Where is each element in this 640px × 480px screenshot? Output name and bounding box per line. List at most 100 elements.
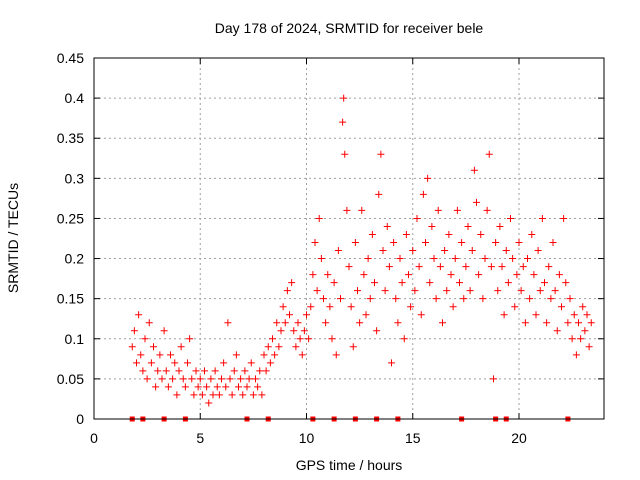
data-point xyxy=(468,247,476,255)
data-point xyxy=(409,247,417,255)
data-point xyxy=(296,335,304,343)
data-point xyxy=(428,222,436,230)
data-point xyxy=(517,287,525,295)
data-point xyxy=(398,279,406,287)
data-point xyxy=(411,287,419,295)
data-point xyxy=(307,303,315,311)
data-point xyxy=(160,327,168,335)
data-point xyxy=(186,335,194,343)
data-point xyxy=(400,335,408,343)
data-point xyxy=(513,271,521,279)
data-point xyxy=(445,230,453,238)
data-point xyxy=(519,263,527,271)
data-point xyxy=(311,239,319,247)
data-point xyxy=(562,279,570,287)
data-point xyxy=(549,239,557,247)
data-point xyxy=(247,359,255,367)
data-point xyxy=(566,295,574,303)
data-point xyxy=(207,375,215,383)
data-point xyxy=(317,255,325,263)
data-point xyxy=(220,359,228,367)
data-point xyxy=(349,343,357,351)
data-point xyxy=(373,327,381,335)
data-point xyxy=(375,190,383,198)
y-axis-label: SRMTID / TECUs xyxy=(5,183,21,293)
data-point xyxy=(271,351,279,359)
data-point xyxy=(188,375,196,383)
data-point xyxy=(328,335,336,343)
data-point xyxy=(290,327,298,335)
data-point xyxy=(175,367,183,375)
data-point xyxy=(507,214,514,222)
y-tick-label: 0.05 xyxy=(57,371,84,387)
data-point xyxy=(313,287,321,295)
data-point xyxy=(198,391,206,399)
data-point xyxy=(451,255,459,263)
data-point xyxy=(487,263,495,271)
data-point xyxy=(381,287,389,295)
data-point xyxy=(430,255,438,263)
x-tick-label: 0 xyxy=(90,430,98,446)
data-point xyxy=(283,287,291,295)
data-point xyxy=(184,359,191,367)
data-point xyxy=(545,263,553,271)
data-point xyxy=(558,303,565,311)
data-point xyxy=(167,351,174,359)
data-point xyxy=(256,367,264,375)
data-point xyxy=(245,375,253,383)
data-point xyxy=(230,367,238,375)
y-tick-label: 0.3 xyxy=(65,170,85,186)
data-point xyxy=(130,327,138,335)
data-point xyxy=(405,271,412,279)
data-point xyxy=(137,351,145,359)
data-point xyxy=(532,311,540,319)
data-point xyxy=(341,150,349,158)
data-point xyxy=(152,383,160,391)
data-point xyxy=(158,375,166,383)
data-point xyxy=(133,359,140,367)
x-tick-label: 5 xyxy=(196,430,204,446)
data-point xyxy=(222,383,230,391)
data-point xyxy=(266,359,274,367)
data-point xyxy=(466,287,474,295)
data-point xyxy=(449,303,457,311)
x-axis-label: GPS time / hours xyxy=(296,457,403,473)
data-point xyxy=(415,263,423,271)
data-point xyxy=(351,239,359,247)
data-point xyxy=(162,367,170,375)
data-point xyxy=(243,383,251,391)
data-point xyxy=(543,319,551,327)
data-point xyxy=(422,239,429,247)
data-point xyxy=(441,247,449,255)
data-point xyxy=(583,311,591,319)
data-point xyxy=(128,343,136,351)
y-tick-label: 0.2 xyxy=(65,251,85,267)
data-point xyxy=(345,263,353,271)
data-point xyxy=(392,295,400,303)
x-tick-label: 15 xyxy=(405,430,421,446)
data-point xyxy=(281,319,289,327)
data-point xyxy=(237,375,245,383)
data-point xyxy=(139,367,147,375)
data-point xyxy=(458,239,466,247)
data-point xyxy=(194,383,202,391)
data-point xyxy=(298,351,306,359)
data-point xyxy=(215,391,223,399)
data-point xyxy=(534,247,542,255)
data-point xyxy=(473,198,480,206)
data-point xyxy=(228,391,236,399)
data-point xyxy=(279,303,287,311)
data-point xyxy=(572,351,580,359)
data-point xyxy=(145,319,153,327)
data-point xyxy=(383,222,391,230)
data-point xyxy=(169,375,177,383)
data-point xyxy=(154,367,162,375)
data-point xyxy=(575,319,582,327)
data-point xyxy=(432,295,440,303)
y-tick-label: 0 xyxy=(76,411,84,427)
data-point xyxy=(258,391,266,399)
data-point xyxy=(211,367,219,375)
data-point xyxy=(322,319,330,327)
data-point xyxy=(190,391,198,399)
data-point xyxy=(358,206,366,214)
